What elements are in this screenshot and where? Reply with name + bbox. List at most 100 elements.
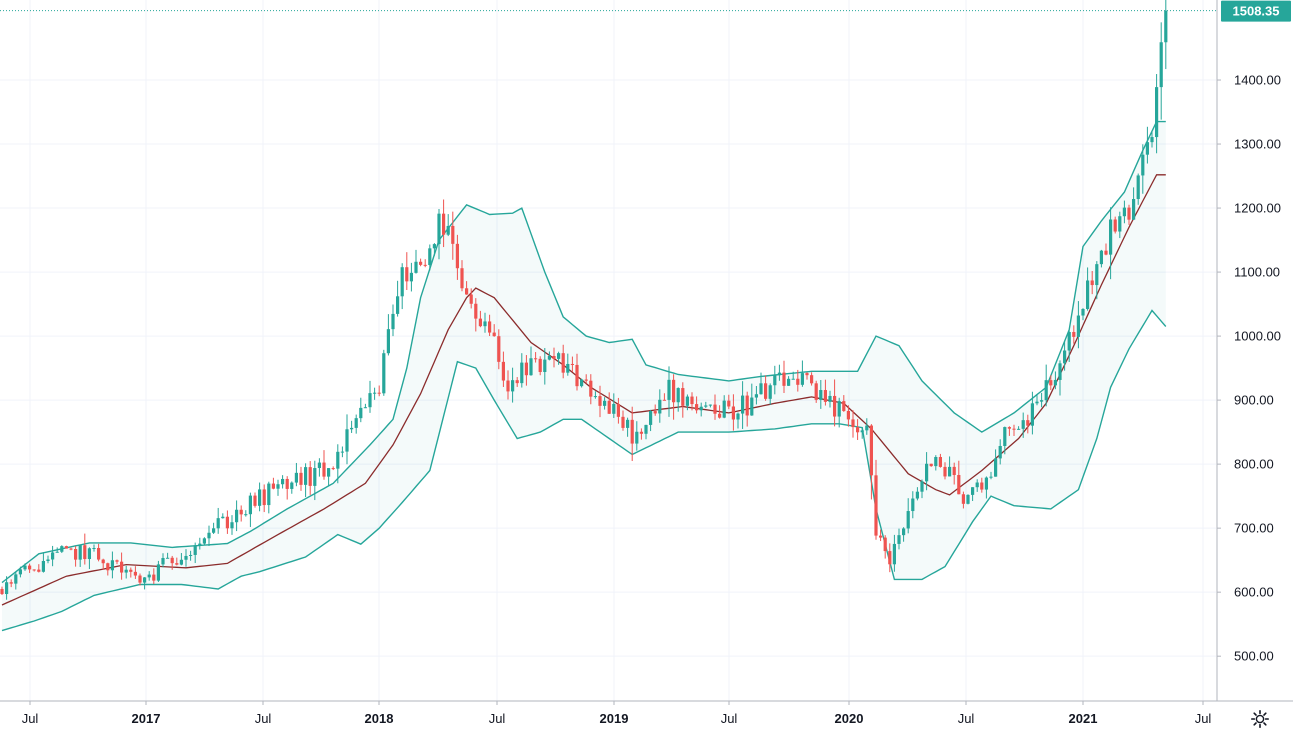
candle-up[interactable] bbox=[1081, 308, 1085, 321]
candle-down[interactable] bbox=[133, 566, 137, 579]
candle-down[interactable] bbox=[497, 329, 501, 370]
candles[interactable] bbox=[0, 0, 1168, 600]
candle-up[interactable] bbox=[777, 364, 781, 381]
candle-up[interactable] bbox=[704, 401, 708, 409]
candle-up[interactable] bbox=[1035, 394, 1039, 406]
candle-up[interactable] bbox=[235, 500, 239, 532]
candle-down[interactable] bbox=[814, 380, 818, 403]
candle-up[interactable] bbox=[892, 534, 896, 572]
candle-up[interactable] bbox=[267, 481, 271, 514]
candle-down[interactable] bbox=[589, 374, 593, 405]
candle-up[interactable] bbox=[193, 542, 197, 564]
candle-up[interactable] bbox=[1053, 371, 1057, 390]
candle-up[interactable] bbox=[699, 402, 703, 417]
candle-up[interactable] bbox=[1058, 360, 1062, 396]
candle-down[interactable] bbox=[727, 394, 731, 410]
candle-down[interactable] bbox=[170, 555, 174, 570]
candle-up[interactable] bbox=[557, 351, 561, 365]
candle-down[interactable] bbox=[37, 564, 41, 573]
candle-down[interactable] bbox=[9, 579, 13, 588]
candle-down[interactable] bbox=[534, 352, 538, 363]
candle-up[interactable] bbox=[340, 446, 344, 458]
candle-up[interactable] bbox=[166, 552, 170, 559]
candle-up[interactable] bbox=[336, 444, 340, 484]
candle-up[interactable] bbox=[1063, 340, 1067, 371]
candle-down[interactable] bbox=[957, 460, 961, 495]
settings-gear-button[interactable] bbox=[1246, 706, 1274, 732]
candle-up[interactable] bbox=[276, 479, 280, 496]
candle-up[interactable] bbox=[658, 389, 662, 423]
candle-down[interactable] bbox=[621, 410, 625, 431]
candle-down[interactable] bbox=[175, 557, 179, 566]
candle-down[interactable] bbox=[653, 404, 657, 416]
candle-up[interactable] bbox=[354, 414, 358, 434]
candle-up[interactable] bbox=[409, 262, 413, 292]
candle-down[interactable] bbox=[846, 405, 850, 427]
candle-up[interactable] bbox=[676, 387, 680, 412]
candle-up[interactable] bbox=[1086, 267, 1090, 311]
candle-up[interactable] bbox=[566, 353, 570, 376]
candle-up[interactable] bbox=[1150, 130, 1154, 148]
candle-down[interactable] bbox=[980, 477, 984, 493]
candle-down[interactable] bbox=[888, 543, 892, 573]
candle-down[interactable] bbox=[1049, 375, 1053, 390]
candle-down[interactable] bbox=[938, 453, 942, 468]
candle-down[interactable] bbox=[764, 375, 768, 401]
candle-down[interactable] bbox=[869, 424, 873, 500]
candle-up[interactable] bbox=[998, 439, 1002, 465]
candle-down[interactable] bbox=[1104, 243, 1108, 256]
candle-up[interactable] bbox=[400, 263, 404, 310]
candle-up[interactable] bbox=[1164, 0, 1168, 70]
candle-up[interactable] bbox=[911, 491, 915, 519]
candle-up[interactable] bbox=[78, 544, 82, 567]
candle-up[interactable] bbox=[736, 412, 740, 429]
candle-down[interactable] bbox=[1127, 204, 1131, 225]
candle-up[interactable] bbox=[55, 547, 59, 553]
candle-up[interactable] bbox=[313, 460, 317, 501]
candle-down[interactable] bbox=[1026, 414, 1030, 434]
candle-up[interactable] bbox=[759, 372, 763, 395]
candle-up[interactable] bbox=[41, 552, 45, 573]
candle-down[interactable] bbox=[570, 356, 574, 373]
candle-up[interactable] bbox=[23, 563, 27, 571]
candle-down[interactable] bbox=[28, 563, 32, 573]
candle-up[interactable] bbox=[60, 545, 64, 554]
candle-up[interactable] bbox=[156, 560, 160, 582]
candle-up[interactable] bbox=[902, 527, 906, 542]
candle-up[interactable] bbox=[14, 571, 18, 590]
candle-down[interactable] bbox=[377, 385, 381, 397]
candle-up[interactable] bbox=[258, 482, 262, 512]
candle-up[interactable] bbox=[865, 418, 869, 435]
candle-up[interactable] bbox=[221, 513, 225, 519]
candle-up[interactable] bbox=[216, 507, 220, 534]
candle-up[interactable] bbox=[1132, 187, 1136, 220]
candle-down[interactable] bbox=[308, 461, 312, 495]
candle-up[interactable] bbox=[529, 346, 533, 376]
candle-down[interactable] bbox=[423, 259, 427, 268]
candle-up[interactable] bbox=[685, 394, 689, 411]
candle-down[interactable] bbox=[607, 392, 611, 415]
candle-up[interactable] bbox=[230, 515, 234, 535]
candle-down[interactable] bbox=[681, 382, 685, 418]
candle-up[interactable] bbox=[989, 471, 993, 480]
candle-down[interactable] bbox=[455, 234, 459, 280]
candle-down[interactable] bbox=[524, 355, 528, 386]
candle-down[interactable] bbox=[469, 288, 473, 309]
candle-up[interactable] bbox=[147, 571, 151, 581]
candle-up[interactable] bbox=[593, 391, 597, 399]
candle-up[interactable] bbox=[189, 550, 193, 561]
candle-up[interactable] bbox=[179, 553, 183, 566]
candle-down[interactable] bbox=[451, 211, 455, 260]
candle-down[interactable] bbox=[639, 428, 643, 440]
candle-down[interactable] bbox=[851, 410, 855, 438]
candle-up[interactable] bbox=[580, 378, 584, 388]
candle-down[interactable] bbox=[538, 356, 542, 376]
candle-down[interactable] bbox=[561, 344, 565, 379]
candle-up[interactable] bbox=[612, 393, 616, 419]
candle-down[interactable] bbox=[1072, 325, 1076, 344]
candle-up[interactable] bbox=[649, 409, 653, 432]
candle-down[interactable] bbox=[745, 391, 749, 427]
candle-up[interactable] bbox=[626, 417, 630, 437]
